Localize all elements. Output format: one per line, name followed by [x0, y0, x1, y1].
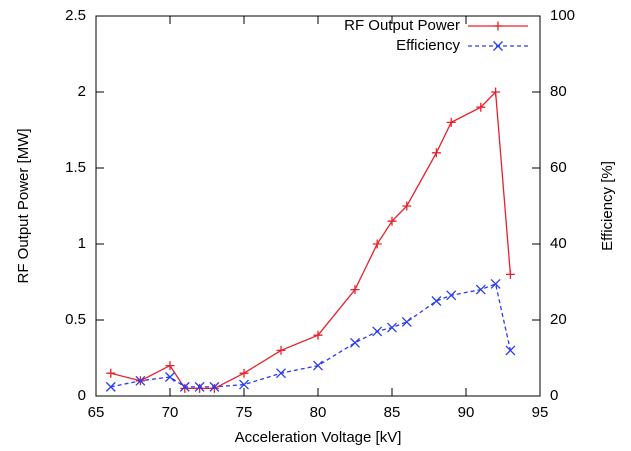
data-point — [350, 337, 360, 348]
data-point — [180, 383, 190, 393]
data-point — [209, 383, 219, 393]
legend-label: Efficiency — [396, 37, 460, 54]
y2-tick-label: 100 — [550, 7, 575, 24]
data-point — [179, 381, 190, 392]
x-axis-label: Acceleration Voltage [kV] — [235, 429, 402, 446]
x-tick-label: 65 — [88, 404, 105, 421]
legend-label: RF Output Power — [344, 17, 460, 34]
data-point — [401, 316, 412, 327]
data-point — [505, 269, 515, 279]
data-point — [387, 322, 397, 333]
data-point — [372, 326, 383, 337]
data-point — [106, 368, 116, 378]
legend-marker — [493, 21, 503, 31]
data-point — [446, 290, 457, 301]
y-tick-label: 0 — [78, 387, 86, 404]
x-tick-label: 90 — [458, 404, 475, 421]
data-point — [372, 239, 382, 249]
x-tick-label: 75 — [236, 404, 253, 421]
data-point — [490, 278, 501, 289]
y-tick-label: 2 — [78, 83, 86, 100]
y-tick-label: 2.5 — [65, 7, 86, 24]
series-line — [110, 283, 512, 388]
series-line — [110, 90, 512, 390]
x-tick-label: 70 — [162, 404, 179, 421]
y2-axis-label: Efficiency [%] — [599, 161, 616, 251]
data-point — [165, 361, 175, 371]
data-point — [239, 368, 249, 378]
data-point — [276, 368, 286, 379]
data-point — [387, 216, 397, 226]
y2-tick-label: 80 — [550, 83, 567, 100]
data-point — [475, 284, 486, 295]
data-point — [505, 345, 516, 356]
data-point — [195, 383, 205, 393]
x-tick-label: 85 — [384, 404, 401, 421]
x-tick-label: 80 — [310, 404, 327, 421]
y-tick-label: 1 — [78, 235, 86, 252]
data-point — [313, 360, 323, 371]
legend-marker — [493, 41, 503, 51]
data-point — [239, 379, 249, 390]
y2-tick-label: 40 — [550, 235, 567, 252]
data-point — [194, 381, 205, 392]
data-point — [431, 296, 442, 306]
data-point — [165, 372, 175, 382]
data-point — [105, 381, 116, 392]
data-point — [276, 345, 286, 355]
data-point — [209, 381, 220, 392]
y-tick-label: 1.5 — [65, 159, 86, 176]
data-point — [313, 330, 323, 340]
x-tick-label: 95 — [532, 404, 549, 421]
data-point — [476, 102, 486, 112]
data-point — [431, 148, 441, 158]
data-point — [350, 285, 360, 295]
data-point — [491, 87, 501, 97]
y2-tick-label: 20 — [550, 311, 567, 328]
data-point — [446, 117, 456, 127]
y2-tick-label: 0 — [550, 387, 558, 404]
data-point — [402, 201, 412, 211]
y2-tick-label: 60 — [550, 159, 567, 176]
data-point — [135, 375, 146, 386]
y-tick-label: 0.5 — [65, 311, 86, 328]
y-axis-label: RF Output Power [MW] — [15, 128, 32, 283]
